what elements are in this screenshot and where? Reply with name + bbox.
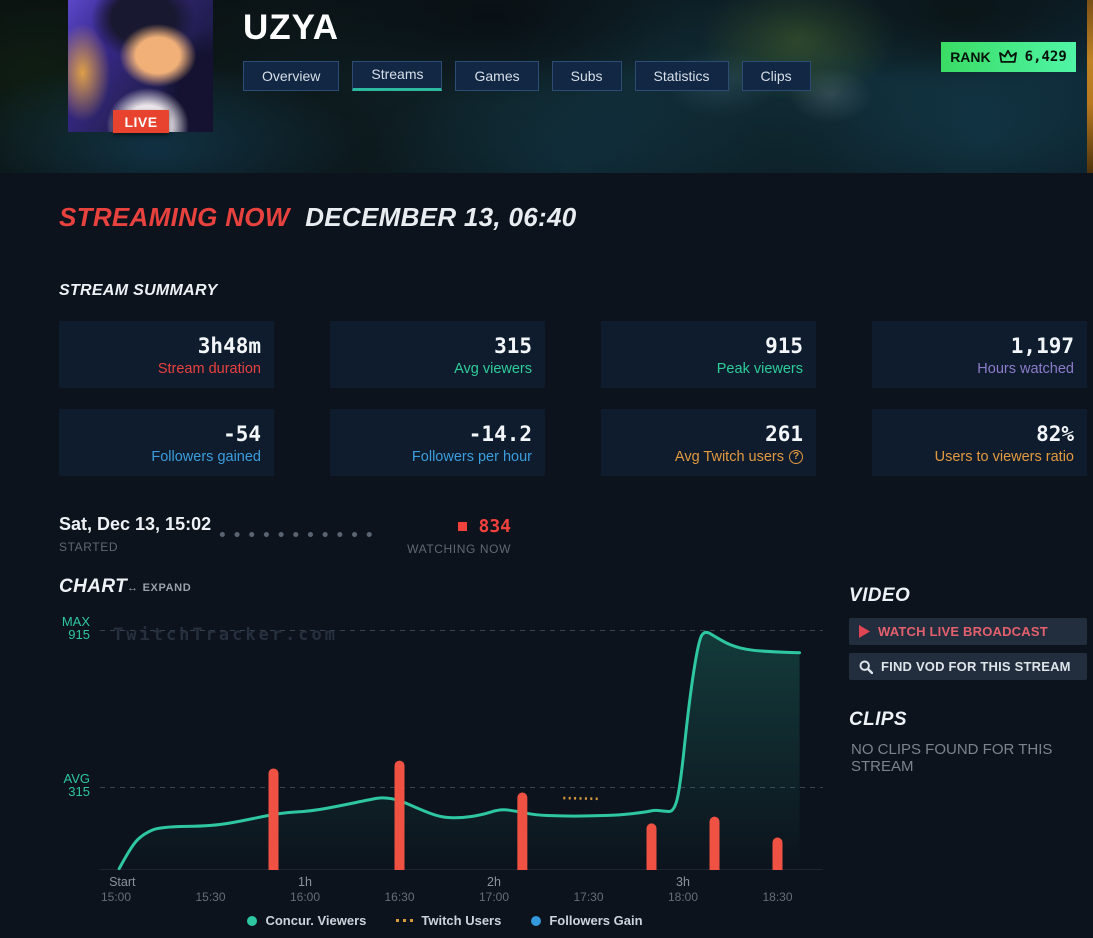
rank-label: RANK	[950, 49, 991, 65]
tab-streams[interactable]: Streams	[352, 61, 443, 91]
watermark: TwitchTracker.com	[113, 625, 338, 645]
stat-label: Users to viewers ratio	[934, 448, 1074, 465]
chart-canvas[interactable]	[55, 608, 835, 870]
legend-swatch	[531, 915, 542, 926]
stat-label: Hours watched	[977, 360, 1074, 377]
stat-card-hours-watched: 1,197 Hours watched	[872, 321, 1087, 388]
legend-swatch	[396, 919, 414, 922]
help-icon[interactable]: ?	[789, 449, 803, 464]
stat-value: 261	[765, 422, 803, 447]
x-time-label: 17:00	[478, 890, 510, 904]
legend-item[interactable]: Twitch Users	[396, 913, 501, 928]
stat-value: 82%	[1036, 422, 1074, 447]
stat-value: 315	[494, 334, 532, 359]
x-time-label: 17:30	[573, 890, 604, 904]
stat-label: Peak viewers	[716, 360, 803, 377]
stat-card-followers-per-hour: -14.2 Followers per hour	[330, 409, 545, 476]
find-vod-button[interactable]: FIND VOD FOR THIS STREAM	[849, 653, 1087, 680]
chart-legend: Concur. Viewers Twitch Users Followers Gai…	[55, 913, 835, 928]
x-hour-label: 2h	[487, 875, 501, 889]
legend-item[interactable]: Concur. Viewers	[247, 913, 366, 928]
y-axis-avg-label: AVG 315	[63, 771, 91, 799]
expand-chart-button[interactable]: ↔ EXPAND	[127, 582, 191, 594]
started-block: Sat, Dec 13, 15:02 STARTED	[59, 514, 211, 554]
search-icon	[859, 660, 873, 674]
stat-card-followers-gained: -54 Followers gained	[59, 409, 274, 476]
rank-badge[interactable]: RANK 6,429	[941, 42, 1076, 72]
live-badge: LIVE	[113, 110, 169, 133]
chart-heading: CHART	[59, 576, 128, 597]
legend-item[interactable]: Followers Gain	[531, 913, 643, 928]
x-time-label: 15:30	[195, 890, 226, 904]
rank-value: 6,429	[1024, 49, 1067, 65]
watching-now-block: 834 WATCHING NOW	[370, 516, 511, 556]
legend-swatch	[247, 915, 258, 926]
expand-label: EXPAND	[142, 582, 192, 594]
stat-card-avg-twitch-users: 261 Avg Twitch users?	[601, 409, 816, 476]
stat-label: Avg viewers	[454, 360, 532, 377]
started-label: STARTED	[59, 540, 119, 554]
tab-games[interactable]: Games	[455, 61, 539, 91]
x-time-label: 18:30	[762, 890, 793, 904]
clips-heading: CLIPS	[849, 709, 907, 730]
x-time-label: 18:00	[667, 890, 699, 904]
stat-value: -54	[223, 422, 261, 447]
crown-icon	[998, 49, 1018, 65]
y-axis-max-label: MAX 915	[61, 614, 90, 642]
stat-card-stream-duration: 3h48m Stream duration	[59, 321, 274, 388]
x-time-label: 15:00	[100, 890, 132, 904]
watching-now-value: 834	[478, 516, 511, 537]
no-clips-message: NO CLIPS FOUND FOR THIS STREAM	[851, 741, 1053, 775]
stat-value: -14.2	[468, 422, 532, 447]
profile-tabs: Overview Streams Games Subs Statistics C…	[243, 61, 811, 91]
page-title: UZYA	[243, 8, 340, 47]
live-square-icon	[458, 522, 468, 531]
stream-summary-heading: STREAM SUMMARY	[59, 282, 218, 299]
started-datetime: Sat, Dec 13, 15:02	[59, 514, 212, 534]
tab-clips[interactable]: Clips	[741, 61, 811, 91]
video-heading: VIDEO	[849, 585, 911, 606]
stat-label: Followers per hour	[411, 448, 532, 465]
stat-label: Avg Twitch users?	[675, 449, 803, 465]
stat-label: Followers gained	[151, 448, 261, 465]
tab-overview[interactable]: Overview	[243, 61, 340, 91]
x-time-label: 16:00	[289, 890, 321, 904]
banner-orange-strip	[1087, 0, 1093, 173]
chart-area[interactable]: MAX 915 AVG 315 TwitchTracker.com Start 1h 2…	[55, 608, 835, 938]
x-axis-time-ticks: 15:00 15:30 16:00 16:30 17:00 17:30 18:00 18:30	[55, 890, 835, 904]
tab-statistics[interactable]: Statistics	[634, 61, 729, 91]
stat-value: 3h48m	[197, 334, 261, 359]
x-hour-label: 1h	[298, 875, 312, 889]
watch-live-broadcast-button[interactable]: WATCH LIVE BROADCAST	[849, 618, 1087, 645]
stat-card-users-to-viewers-ratio: 82% Users to viewers ratio	[872, 409, 1087, 476]
x-time-label: 16:30	[384, 890, 415, 904]
streaming-now-label: STREAMING NOW	[59, 202, 290, 232]
stat-card-avg-viewers: 315 Avg viewers	[330, 321, 545, 388]
play-icon	[859, 625, 870, 638]
tab-subs[interactable]: Subs	[551, 61, 622, 91]
streaming-now-heading: STREAMING NOW DECEMBER 13, 06:40	[59, 202, 576, 233]
x-hour-label: 3h	[676, 875, 690, 889]
streaming-now-datetime: DECEMBER 13, 06:40	[305, 202, 577, 232]
stat-value: 915	[765, 334, 803, 359]
stat-card-peak-viewers: 915 Peak viewers	[601, 321, 816, 388]
expand-icon: ↔	[127, 582, 139, 594]
summary-cards-grid: 3h48m Stream duration 315 Avg viewers 91…	[59, 321, 1087, 476]
stat-label: Stream duration	[157, 360, 261, 377]
x-axis-hour-marks: Start 1h 2h 3h	[55, 875, 835, 889]
watching-now-label: WATCHING NOW	[407, 542, 511, 556]
stat-value: 1,197	[1010, 334, 1074, 359]
timeline-dots	[213, 531, 376, 538]
x-hour-label: Start	[109, 875, 136, 889]
